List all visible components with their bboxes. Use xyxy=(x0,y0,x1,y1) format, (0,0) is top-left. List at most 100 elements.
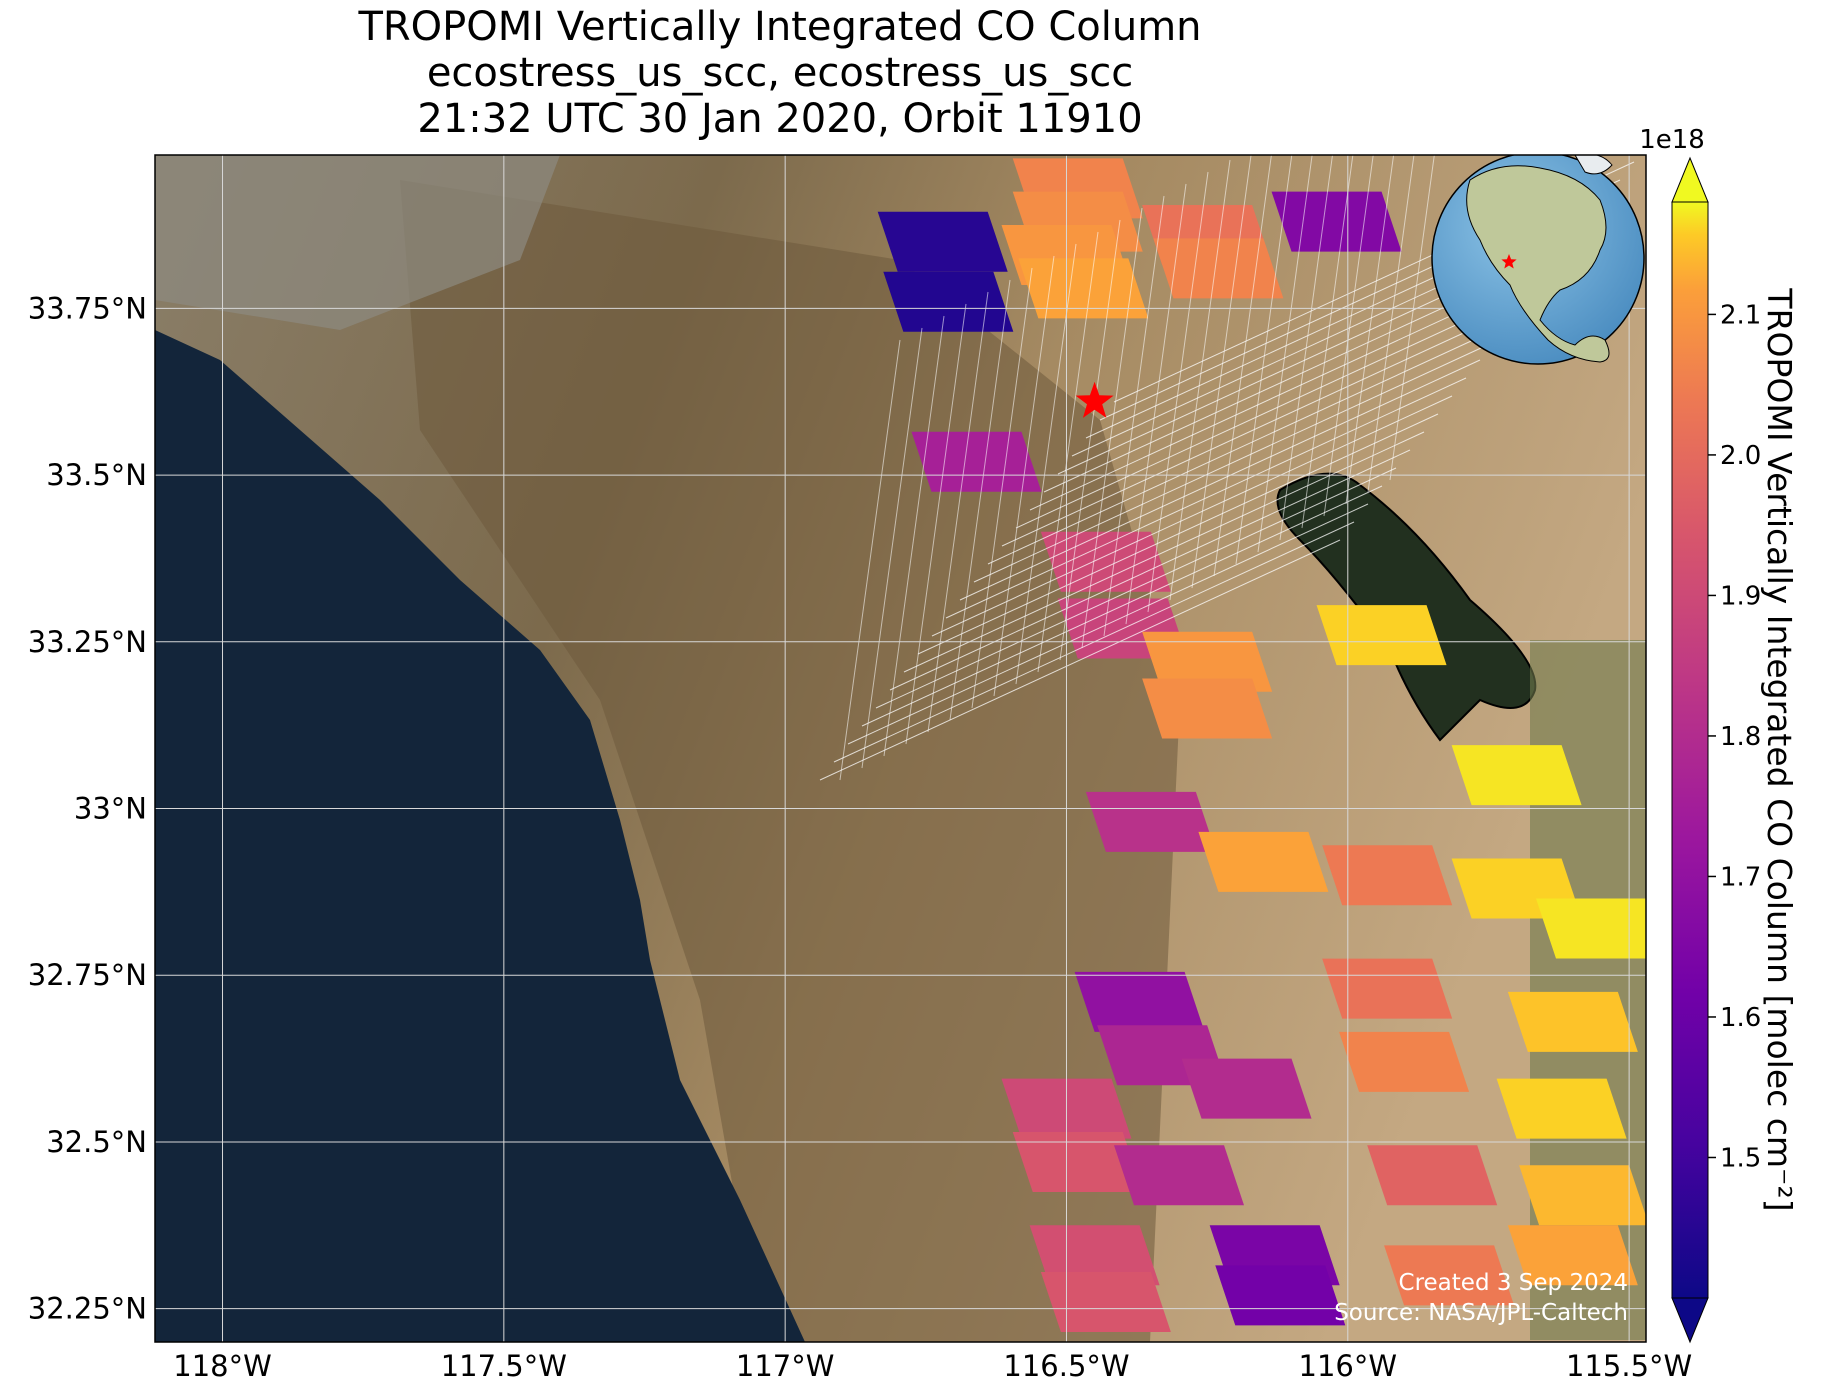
footprint-outline xyxy=(1001,305,1523,547)
footprint-outline xyxy=(987,323,1509,565)
footprint-outline xyxy=(1323,155,1374,517)
footprint-outline xyxy=(1059,219,1121,661)
footprint-outline xyxy=(1169,159,1231,601)
co-pixel xyxy=(1012,1131,1143,1192)
co-pixel xyxy=(1018,258,1149,319)
co-pixel xyxy=(1507,1225,1638,1286)
footprint-outline xyxy=(1345,155,1395,505)
footprint-outline xyxy=(1147,171,1209,613)
co-pixel xyxy=(1153,238,1284,299)
footprint-outline xyxy=(883,315,945,757)
footprint-outline xyxy=(839,339,901,781)
footprint-outline xyxy=(945,377,1467,619)
north-america-land xyxy=(1466,165,1610,363)
urban-area xyxy=(155,155,560,330)
footprint-outline xyxy=(949,279,1011,721)
footprint-outline xyxy=(861,485,1383,727)
co-pixel xyxy=(1029,1225,1160,1286)
footprint-outline xyxy=(847,503,1369,745)
lat-tick-label: 32.5°N xyxy=(46,1125,147,1159)
co-pixel xyxy=(1085,791,1216,852)
colorbar-tick-label: 2.1 xyxy=(1720,300,1761,330)
lon-tick-label: 115.5°W xyxy=(1566,1349,1692,1383)
colorbar-tick-label: 1.6 xyxy=(1720,1003,1761,1033)
co-pixel xyxy=(1322,845,1453,906)
footprint-outline xyxy=(1191,155,1252,589)
co-pixel xyxy=(1271,191,1402,252)
site-marker-star xyxy=(1075,381,1114,418)
co-pixel xyxy=(1114,1145,1245,1206)
lon-tick-label: 117°W xyxy=(736,1349,835,1383)
chart-title-line-2: ecostress_us_scc, ecostress_us_scc xyxy=(426,50,1134,96)
co-pixel xyxy=(1507,991,1638,1052)
chart-title-line-3: 21:32 UTC 30 Jan 2020, Orbit 11910 xyxy=(417,96,1143,142)
footprint-outline xyxy=(1367,155,1415,493)
colorbar: 1.5 1.6 1.7 1.8 1.9 2.0 2.1 1e18 TROPOMI Verti… xyxy=(1639,125,1799,1344)
co-pixel xyxy=(1519,1165,1646,1226)
lat-tick-label: 33.5°N xyxy=(46,458,147,492)
co-pixel xyxy=(1215,1265,1346,1326)
footprint-outline xyxy=(993,255,1055,697)
footprint-outline xyxy=(905,303,967,745)
lat-tick-label: 32.25°N xyxy=(28,1292,147,1326)
footprint-outline xyxy=(875,467,1397,709)
co-pixel xyxy=(911,431,1042,492)
co-pixel xyxy=(1367,1145,1498,1206)
latitude-tick-labels: 33.75°N 33.5°N 33.25°N 33°N 32.75°N 32.5°N 32.… xyxy=(28,291,147,1325)
co-pixel xyxy=(883,271,1014,332)
lat-tick-label: 32.75°N xyxy=(28,958,147,992)
footprint-outline xyxy=(971,267,1033,709)
co-pixel xyxy=(1040,531,1171,592)
credit-line-2: Source: NASA/JPL-Caltech xyxy=(1334,1300,1628,1326)
footprint-outline xyxy=(959,359,1481,601)
co-pixel xyxy=(1322,958,1453,1019)
footprint-outline xyxy=(1015,287,1537,529)
lon-tick-label: 116°W xyxy=(1299,1349,1398,1383)
co-pixel xyxy=(1142,678,1273,739)
footprint-outline xyxy=(1081,207,1143,649)
map-area: Created 3 Sep 2024 Source: NASA/JPL-Calt… xyxy=(155,155,1646,1342)
longitude-tick-labels: 118°W 117.5°W 117°W 116.5°W 116°W 115.5°W xyxy=(173,1349,1692,1383)
footprint-outline xyxy=(927,291,989,733)
co-pixel xyxy=(1451,745,1582,806)
globe-marker-star xyxy=(1501,254,1517,269)
colorbar-tick-label: 1.8 xyxy=(1720,722,1761,752)
colorbar-tick-label: 1.7 xyxy=(1720,862,1761,892)
colorbar-tick-label: 1.9 xyxy=(1720,581,1761,611)
footprint-outline xyxy=(1235,155,1293,565)
lat-tick-label: 33.25°N xyxy=(28,625,147,659)
colorbar-label: TROPOMI Vertically Integrated CO Column … xyxy=(1760,287,1799,1211)
footprint-outline xyxy=(931,395,1453,637)
colorbar-tick-label: 2.0 xyxy=(1720,441,1761,471)
colorbar-multiplier: 1e18 xyxy=(1639,125,1705,155)
colorbar-ticks: 1.5 1.6 1.7 1.8 1.9 2.0 2.1 xyxy=(1708,300,1761,1173)
co-pixel xyxy=(877,211,1008,272)
co-pixel xyxy=(1339,1031,1470,1092)
footprint-outline xyxy=(973,341,1495,583)
lon-tick-label: 117.5°W xyxy=(441,1349,567,1383)
credit-line-1: Created 3 Sep 2024 xyxy=(1399,1270,1628,1296)
footprint-outline xyxy=(1389,155,1435,481)
lat-tick-label: 33°N xyxy=(74,792,147,826)
lon-tick-label: 116.5°W xyxy=(1003,1349,1129,1383)
footprint-outline xyxy=(1125,183,1187,625)
colorbar-top-extension xyxy=(1671,156,1709,203)
colorbar-bottom-extension xyxy=(1671,1297,1709,1344)
inset-globe xyxy=(1431,155,1645,365)
co-pixel xyxy=(1384,1245,1515,1306)
footprint-outline xyxy=(861,327,923,769)
co-pixel xyxy=(1198,831,1329,892)
footprint-outline xyxy=(1103,195,1165,637)
co-pixel xyxy=(1535,898,1646,959)
footprint-outline xyxy=(903,431,1425,673)
lon-tick-label: 118°W xyxy=(173,1349,272,1383)
lat-tick-label: 33.75°N xyxy=(28,291,147,325)
chart-title-line-1: TROPOMI Vertically Integrated CO Column xyxy=(358,4,1202,50)
colorbar-gradient xyxy=(1671,201,1709,1299)
co-pixel xyxy=(1142,631,1273,692)
footprint-outline xyxy=(889,449,1411,691)
co-pixel xyxy=(1496,1078,1627,1139)
gridlines xyxy=(155,155,1646,1342)
co-pixel xyxy=(1181,1058,1312,1119)
